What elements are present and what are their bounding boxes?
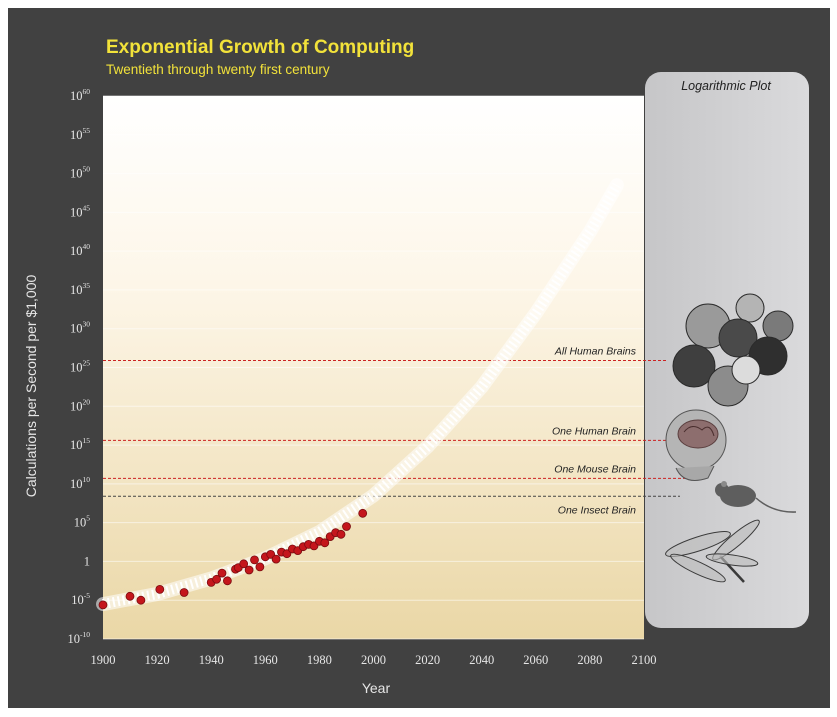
reference-label: One Mouse Brain (554, 463, 636, 475)
reference-label: One Human Brain (552, 425, 636, 437)
y-tick-label: 1040 (70, 242, 90, 258)
y-tick-label: 1055 (70, 126, 90, 142)
data-point (125, 591, 135, 601)
gridlines (103, 95, 644, 640)
data-point (282, 549, 292, 559)
data-points (98, 508, 368, 610)
data-point (342, 522, 351, 531)
chart-frame: Logarithmic Plot Exponential Growth of C… (8, 8, 830, 708)
panel-title: Logarithmic Plot (681, 79, 771, 93)
chart-subtitle: Twentieth through twenty first century (106, 62, 330, 77)
x-tick-label: 1900 (91, 653, 116, 667)
x-tick-label: 2060 (523, 653, 548, 667)
x-tick-label: 1940 (199, 653, 224, 667)
data-point (155, 585, 165, 594)
data-point (217, 568, 227, 578)
data-point (239, 559, 249, 569)
x-tick-label: 1960 (253, 653, 278, 667)
data-point (336, 529, 346, 539)
data-point (222, 576, 232, 586)
y-tick-label: 1025 (70, 359, 90, 375)
y-axis-label: Calculations per Second per $1,000 (23, 274, 39, 497)
chart-canvas: Logarithmic Plot Exponential Growth of C… (23, 37, 809, 696)
y-tick-label: 1045 (70, 203, 90, 219)
x-tick-label: 2020 (415, 653, 440, 667)
crowd-of-heads-icon (672, 293, 794, 407)
x-tick-label: 2100 (632, 653, 657, 667)
x-tick-label: 2080 (577, 653, 602, 667)
x-tick-label: 1920 (145, 653, 170, 667)
data-point (271, 554, 281, 564)
data-point (320, 538, 330, 548)
chart-title: Exponential Growth of Computing (106, 37, 414, 58)
y-tick-labels: 1060 1055 1050 1045 1040 1035 1030 1025 1020 1015… (68, 87, 91, 646)
y-tick-label: 1030 (70, 320, 90, 336)
data-point (212, 574, 222, 584)
data-point (98, 600, 108, 610)
data-point (255, 562, 265, 572)
data-point (358, 508, 368, 518)
reference-label: All Human Brains (554, 346, 637, 358)
y-tick-label: 1060 (70, 87, 90, 103)
y-tick-label: 10-10 (68, 630, 91, 646)
y-tick-label: 1050 (70, 165, 90, 181)
x-tick-label: 2000 (361, 653, 386, 667)
x-tick-label: 2040 (469, 653, 494, 667)
data-point (136, 595, 146, 605)
x-axis-label: Year (362, 680, 391, 696)
trend-line (102, 182, 622, 610)
human-head-brain-icon (665, 409, 727, 481)
y-tick-label: 1015 (70, 436, 90, 452)
reference-label: One Insect Brain (558, 504, 636, 516)
y-tick-label: 105 (74, 514, 91, 530)
y-tick-label: 1010 (70, 475, 90, 491)
data-point (244, 565, 254, 575)
y-tick-label: 1020 (70, 397, 90, 413)
x-tick-label: 1980 (307, 653, 332, 667)
data-point (179, 588, 189, 597)
mouse-icon (715, 481, 797, 513)
y-tick-label: 1 (84, 554, 90, 568)
y-tick-label: 1035 (70, 281, 90, 297)
data-point (250, 555, 259, 565)
y-tick-label: 10-5 (71, 591, 90, 607)
x-tick-labels: 1900 1920 1940 1960 1980 2000 2020 2040 2060 2080… (91, 653, 657, 667)
dragonfly-icon (665, 519, 760, 583)
trend-curve (96, 178, 624, 612)
